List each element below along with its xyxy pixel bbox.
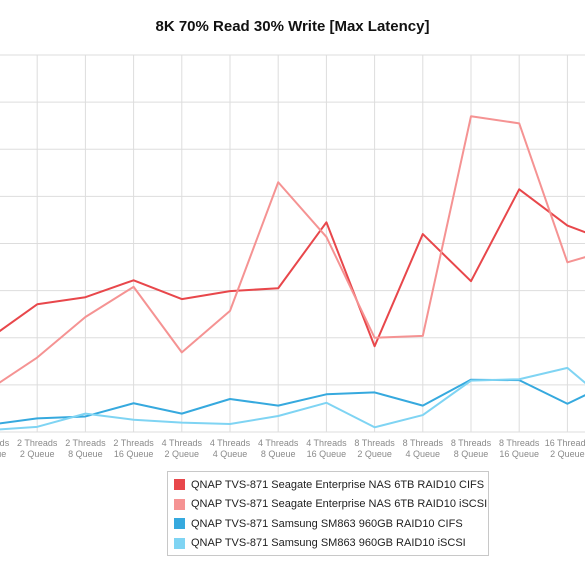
chart-grid bbox=[0, 54, 585, 433]
x-tick-label: 8 Threads 8 Queue bbox=[451, 438, 492, 459]
x-tick-label: 4 Threads 4 Queue bbox=[210, 438, 251, 459]
legend-label: QNAP TVS-871 Seagate Enterprise NAS 6TB … bbox=[191, 478, 485, 491]
legend-swatch bbox=[174, 518, 185, 530]
legend-item-4: QNAP TVS-871 Samsung SM863 960GB RAID10 … bbox=[168, 534, 488, 554]
x-tick-label: 8 Threads 2 Queue bbox=[354, 438, 395, 459]
series-line-2 bbox=[0, 115, 585, 384]
legend-swatch bbox=[174, 498, 185, 510]
legend-swatch bbox=[174, 537, 185, 549]
chart-legend: QNAP TVS-871 Seagate Enterprise NAS 6TB … bbox=[167, 471, 489, 556]
legend-item-3: QNAP TVS-871 Samsung SM863 960GB RAID10 … bbox=[168, 514, 488, 534]
legend-label: QNAP TVS-871 Samsung SM863 960GB RAID10 … bbox=[191, 517, 463, 530]
x-tick-label: 2 Threads 8 Queue bbox=[65, 438, 106, 459]
chart-series-lines bbox=[0, 115, 585, 431]
x-tick-label: 2 Threads 2 Queue bbox=[17, 438, 58, 459]
legend-swatch bbox=[174, 479, 185, 491]
x-tick-label: 8 Threads 4 Queue bbox=[403, 438, 444, 459]
legend-item-2: QNAP TVS-871 Seagate Enterprise NAS 6TB … bbox=[168, 495, 488, 515]
x-tick-label: 4 Threads 16 Queue bbox=[306, 438, 347, 459]
x-tick-label: 8 Threads 16 Queue bbox=[499, 438, 540, 459]
series-line-1 bbox=[0, 188, 585, 348]
chart-title: 8K 70% Read 30% Write [Max Latency] bbox=[155, 18, 430, 35]
x-tick-label: 4 Threads 2 Queue bbox=[162, 438, 203, 459]
legend-item-1: QNAP TVS-871 Seagate Enterprise NAS 6TB … bbox=[168, 475, 488, 495]
legend-label: QNAP TVS-871 Seagate Enterprise NAS 6TB … bbox=[191, 498, 488, 511]
series-line-4 bbox=[0, 366, 585, 431]
legend-label: QNAP TVS-871 Samsung SM863 960GB RAID10 … bbox=[191, 537, 466, 550]
series-line-3 bbox=[0, 378, 585, 425]
x-tick-label: 4 Threads 8 Queue bbox=[258, 438, 299, 459]
x-tick-label: 2 Threads 16 Queue bbox=[113, 438, 154, 459]
